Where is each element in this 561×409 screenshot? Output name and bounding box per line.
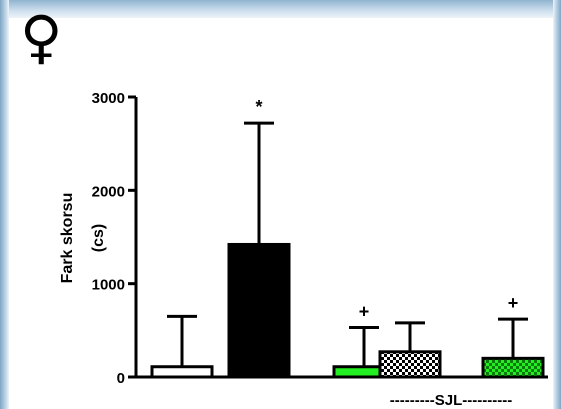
significance-marker: + xyxy=(508,293,519,313)
significance-marker: * xyxy=(255,97,262,117)
y-tick-label: 3000 xyxy=(92,90,125,107)
window-frame-left xyxy=(0,0,9,409)
y-tick-label: 0 xyxy=(117,370,125,387)
y-tick-label: 1000 xyxy=(92,277,125,294)
female-symbol-icon: ♀ xyxy=(20,3,63,71)
y-axis-label-line2: (cs) xyxy=(90,224,107,252)
y-axis-label-line1: Fark skorsu xyxy=(59,193,76,284)
y-tick-label: 2000 xyxy=(92,183,125,200)
axes: 0 1000 2000 3000 xyxy=(92,90,548,387)
window-frame-right xyxy=(553,0,561,409)
bar xyxy=(481,356,545,379)
bar xyxy=(150,365,214,379)
bar xyxy=(227,242,291,379)
significance-marker: + xyxy=(359,302,370,322)
bar xyxy=(378,350,442,379)
bars: * + + xyxy=(150,97,545,379)
group-label-sjl: ---------SJL---------- xyxy=(390,392,512,409)
window-frame-top xyxy=(0,0,561,18)
